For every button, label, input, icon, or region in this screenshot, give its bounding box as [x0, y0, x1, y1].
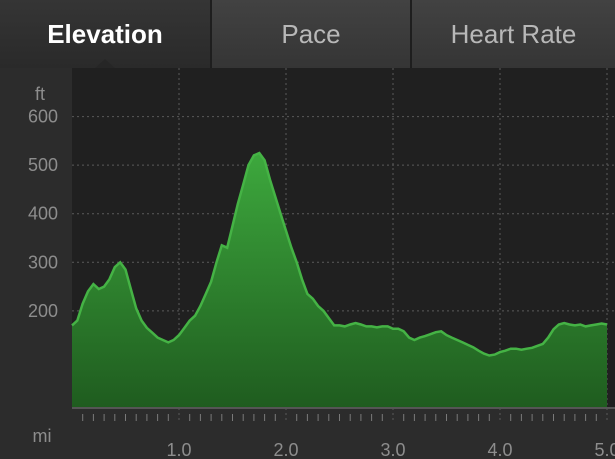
x-tick-label: 5.0: [594, 440, 615, 459]
tab-bar: Elevation Pace Heart Rate: [0, 0, 615, 69]
x-tick-label: 1.0: [166, 440, 191, 459]
elevation-line: [71, 151, 608, 357]
elevation-chart: 200 300 400 500 600 1.0 2.0 3.0 4.0 5.0 ft mi: [0, 68, 615, 459]
y-axis-panel: [0, 68, 72, 459]
tab-heart-rate[interactable]: Heart Rate: [412, 0, 615, 68]
elevation-area: [72, 153, 607, 408]
y-tick-label: 500: [28, 155, 58, 175]
tab-elevation[interactable]: Elevation: [0, 0, 212, 69]
y-tick-label: 400: [28, 204, 58, 224]
y-axis-unit-label: ft: [35, 84, 45, 104]
tab-elevation-label: Elevation: [47, 18, 163, 49]
x-tick-label: 4.0: [487, 440, 512, 459]
active-tab-indicator: [94, 59, 116, 69]
x-tick-label: 3.0: [380, 440, 405, 459]
tab-pace[interactable]: Pace: [212, 0, 412, 68]
y-tick-label: 600: [28, 107, 58, 127]
y-tick-label: 300: [28, 252, 58, 272]
tab-pace-label: Pace: [281, 18, 341, 49]
tab-heart-rate-label: Heart Rate: [450, 18, 577, 49]
x-tick-label: 2.0: [273, 440, 298, 459]
y-tick-label: 200: [28, 301, 58, 321]
x-axis-unit-label: mi: [33, 426, 52, 446]
